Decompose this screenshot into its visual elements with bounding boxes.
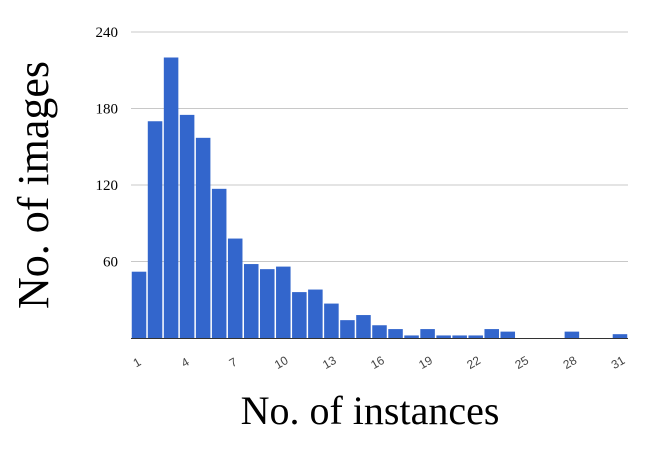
bar-14 [340, 320, 355, 338]
bar-6 [211, 188, 227, 338]
bar-7 [227, 238, 243, 338]
y-tick-label: 60 [103, 255, 118, 271]
x-tick-label: 25 [513, 353, 532, 372]
bar-20 [436, 335, 451, 338]
bar-1 [131, 271, 147, 338]
x-axis-ticks: 1 4 7 10 13 16 19 22 25 28 31 [131, 353, 628, 372]
x-tick-label: 19 [416, 353, 435, 372]
bar-18 [404, 335, 419, 338]
bar-2 [147, 121, 163, 338]
y-axis-ticks: 60 120 180 240 [96, 25, 119, 271]
bar-8 [243, 264, 259, 338]
bar-19 [420, 329, 435, 338]
bar-15 [356, 315, 371, 338]
bar-9 [260, 269, 275, 338]
bar-13 [324, 303, 339, 338]
x-axis-label: No. of instances [241, 388, 500, 433]
bar-24 [500, 331, 516, 338]
x-tick-label: 31 [609, 353, 628, 372]
bar-4 [179, 114, 195, 338]
bar-10 [276, 266, 291, 338]
x-tick-label: 4 [179, 355, 192, 371]
x-tick-label: 10 [272, 353, 291, 372]
x-tick-label: 13 [320, 353, 339, 372]
bars [131, 57, 628, 338]
bar-12 [308, 289, 323, 338]
bar-16 [372, 325, 387, 338]
x-tick-label: 28 [561, 353, 580, 372]
x-tick-label: 22 [464, 353, 483, 372]
bar-21 [452, 335, 467, 338]
bar-28 [564, 331, 580, 338]
y-tick-label: 180 [96, 102, 119, 118]
bar-5 [195, 137, 211, 338]
y-tick-label: 120 [96, 178, 119, 194]
bar-11 [292, 292, 307, 338]
x-tick-label: 7 [227, 355, 240, 371]
x-tick-label: 16 [368, 353, 387, 372]
y-tick-label: 240 [96, 25, 119, 41]
bar-22 [468, 335, 483, 338]
bar-31 [612, 334, 628, 338]
bar-17 [388, 329, 403, 338]
bar-3 [163, 57, 179, 338]
grid-lines [131, 31, 628, 262]
y-axis-label: No. of images [9, 61, 58, 309]
bar-23 [484, 329, 499, 338]
x-tick-label: 1 [131, 355, 144, 371]
